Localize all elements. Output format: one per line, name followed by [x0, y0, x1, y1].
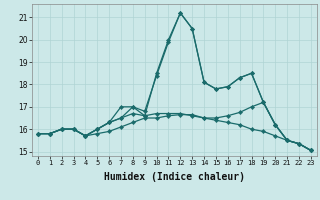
- X-axis label: Humidex (Indice chaleur): Humidex (Indice chaleur): [104, 172, 245, 182]
